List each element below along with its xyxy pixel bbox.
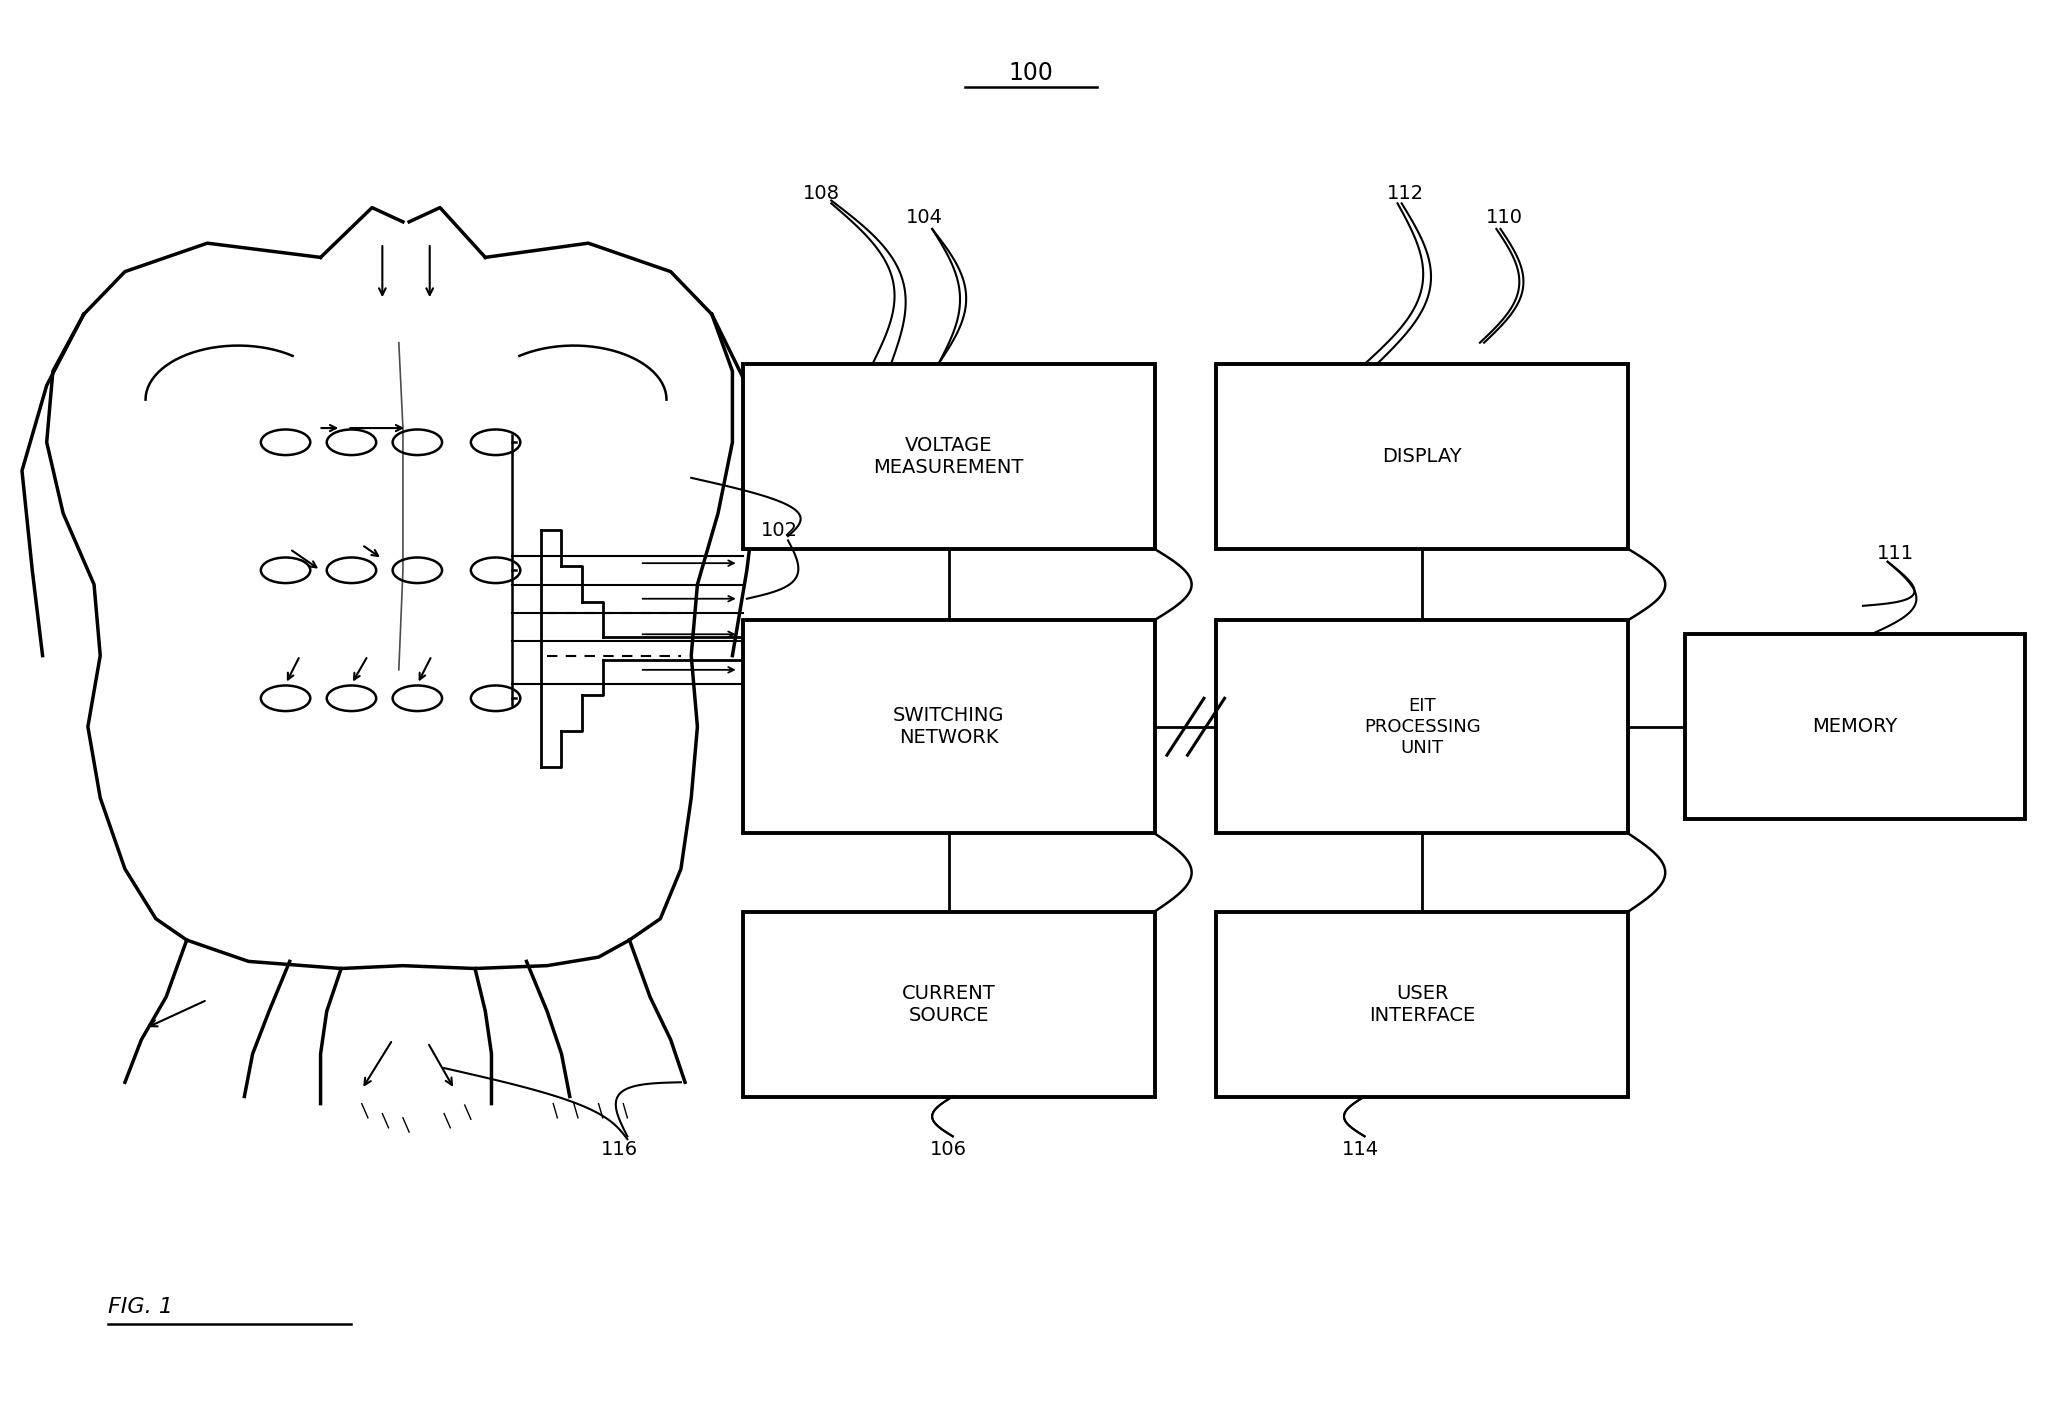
Text: EIT
PROCESSING
UNIT: EIT PROCESSING UNIT: [1363, 697, 1481, 757]
Text: MEMORY: MEMORY: [1812, 717, 1897, 737]
FancyBboxPatch shape: [1685, 634, 2025, 819]
Text: 110: 110: [1487, 208, 1524, 227]
Text: CURRENT
SOURCE: CURRENT SOURCE: [901, 983, 996, 1025]
Text: USER
INTERFACE: USER INTERFACE: [1369, 983, 1476, 1025]
Text: VOLTAGE
MEASUREMENT: VOLTAGE MEASUREMENT: [874, 436, 1025, 477]
Text: 104: 104: [905, 208, 942, 227]
Text: 108: 108: [802, 184, 839, 202]
Text: 111: 111: [1876, 544, 1914, 563]
Text: 100: 100: [1008, 60, 1054, 84]
Text: FIG. 1: FIG. 1: [109, 1297, 173, 1317]
FancyBboxPatch shape: [1217, 363, 1629, 549]
Text: 112: 112: [1388, 184, 1425, 202]
FancyBboxPatch shape: [742, 620, 1155, 834]
Text: SWITCHING
NETWORK: SWITCHING NETWORK: [893, 707, 1004, 747]
Text: DISPLAY: DISPLAY: [1382, 447, 1462, 466]
Text: 106: 106: [930, 1140, 967, 1159]
Text: 114: 114: [1342, 1140, 1379, 1159]
FancyBboxPatch shape: [742, 912, 1155, 1096]
Text: 102: 102: [761, 522, 798, 540]
Text: 116: 116: [600, 1140, 637, 1159]
FancyBboxPatch shape: [742, 363, 1155, 549]
FancyBboxPatch shape: [1217, 912, 1629, 1096]
FancyBboxPatch shape: [1217, 620, 1629, 834]
